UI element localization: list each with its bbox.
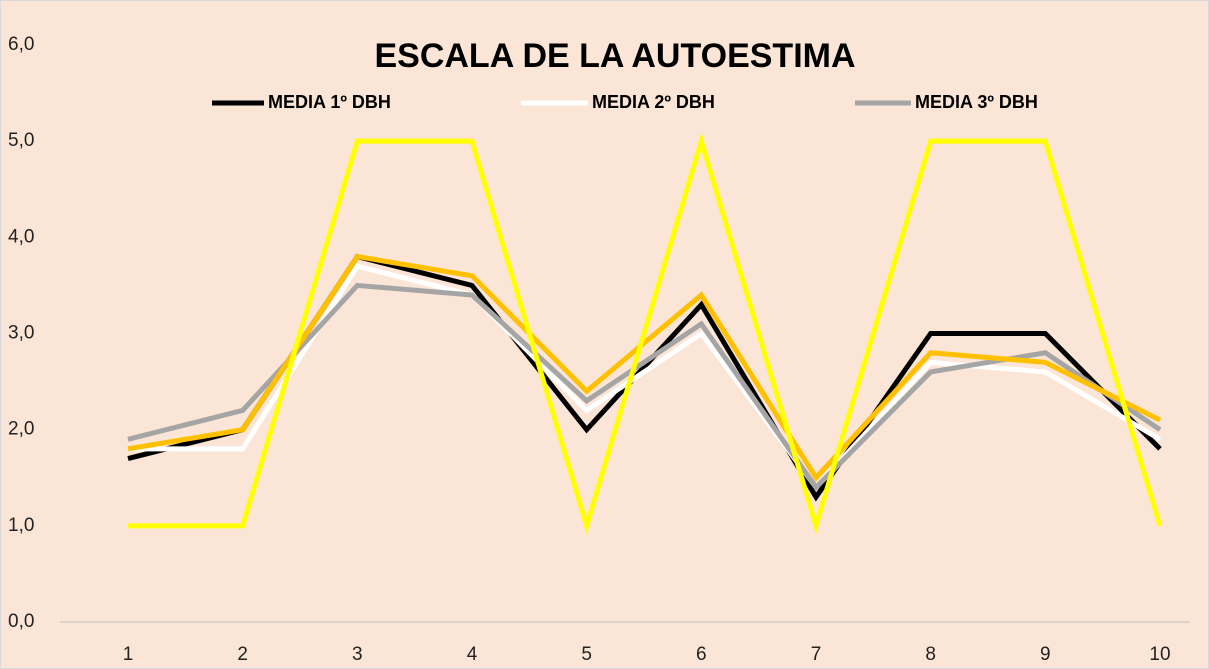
y-tick-label: 3,0 <box>8 323 34 344</box>
x-tick-label: 2 <box>237 644 248 665</box>
legend-label: MEDIA 3º DBH <box>915 92 1038 112</box>
y-tick-label: 5,0 <box>8 130 34 151</box>
series-line <box>128 263 1162 492</box>
series-line <box>127 282 1162 492</box>
legend-label: MEDIA 2º DBH <box>592 92 715 112</box>
x-tick-label: 4 <box>467 644 478 665</box>
x-tick-label: 3 <box>352 644 363 665</box>
series-line <box>128 132 1163 535</box>
y-tick-label: 2,0 <box>8 419 34 440</box>
x-tick-label: 9 <box>1040 644 1051 665</box>
series-line <box>127 253 1162 482</box>
y-tick-label: 4,0 <box>8 226 34 247</box>
chart-title: ESCALA DE LA AUTOESTIMA <box>374 37 855 75</box>
y-tick-label: 0,0 <box>8 611 34 632</box>
x-tick-label: 10 <box>1149 644 1170 665</box>
y-tick-label: 6,0 <box>8 34 34 55</box>
x-tick-label: 6 <box>696 644 707 665</box>
x-tick-label: 7 <box>811 644 822 665</box>
x-tick-label: 1 <box>123 644 134 665</box>
x-tick-label: 5 <box>581 644 592 665</box>
legend-label: MEDIA 1º DBH <box>268 92 391 112</box>
x-tick-label: 8 <box>925 644 936 665</box>
y-tick-label: 1,0 <box>8 515 34 536</box>
